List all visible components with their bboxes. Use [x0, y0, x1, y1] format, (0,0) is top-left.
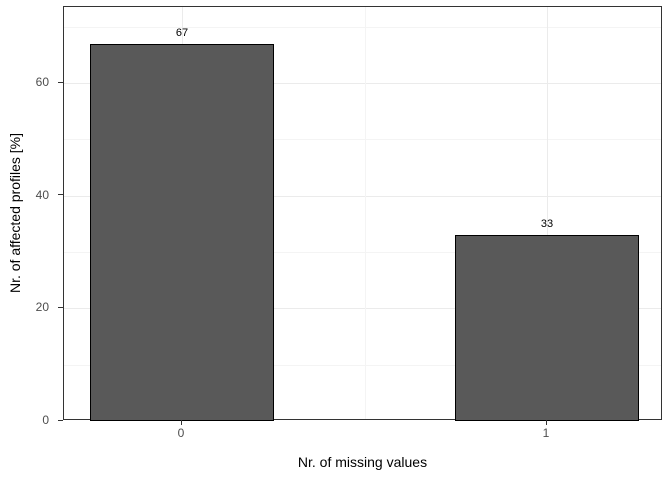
gridline-minor-horizontal — [64, 364, 661, 366]
bar — [455, 235, 639, 421]
gridline-major-horizontal — [64, 83, 661, 85]
bar-value-label: 67 — [175, 27, 189, 39]
plot-panel: 67 33 — [63, 6, 662, 421]
y-tick-label: 40 — [35, 187, 49, 202]
y-tick-mark — [58, 419, 63, 421]
gridline-minor-vertical — [364, 7, 366, 419]
x-tick-mark — [180, 420, 182, 425]
x-tick-label: 0 — [177, 426, 185, 440]
y-tick-label: 0 — [42, 413, 49, 427]
y-tick-mark — [58, 194, 63, 196]
y-tick-mark — [58, 81, 63, 83]
y-tick-label: 60 — [35, 75, 49, 90]
gridline-minor-horizontal — [64, 139, 661, 141]
x-tick-label: 1 — [542, 426, 550, 440]
y-tick-label: 20 — [35, 300, 49, 315]
gridline-major-vertical — [547, 7, 548, 419]
y-axis-title: Nr. of affected profiles [%] — [7, 132, 23, 294]
y-tick-mark — [58, 306, 63, 308]
gridline-minor-horizontal — [64, 26, 661, 28]
gridline-major-horizontal — [64, 195, 661, 197]
gridline-major-horizontal — [64, 308, 661, 310]
bar-value-label: 33 — [540, 218, 554, 230]
gridline-minor-horizontal — [64, 252, 661, 254]
x-tick-mark — [545, 420, 547, 425]
x-axis-title: Nr. of missing values — [297, 454, 428, 470]
bar — [90, 44, 274, 421]
